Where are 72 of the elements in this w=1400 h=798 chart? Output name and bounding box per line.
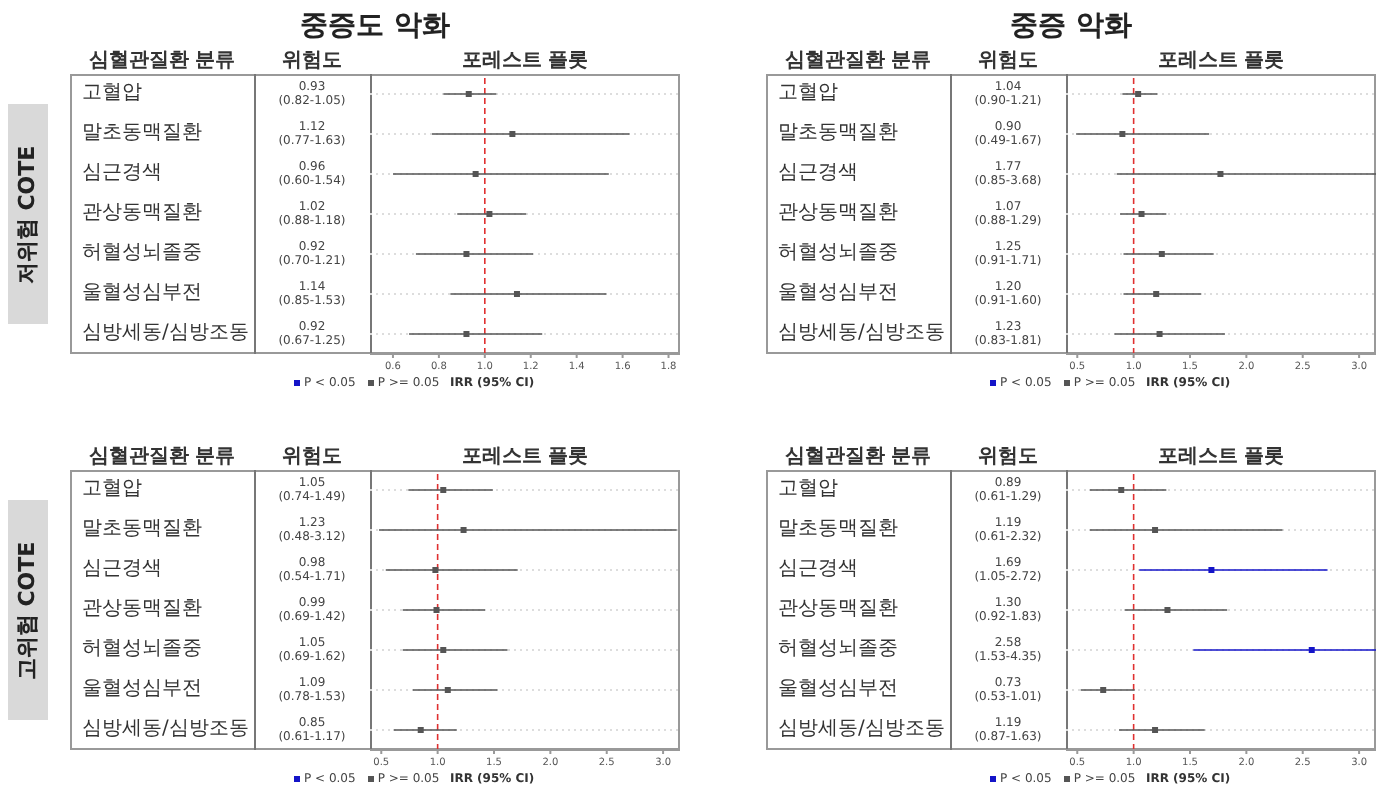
- point: [1119, 131, 1126, 137]
- text: 포레스트 플롯: [459, 444, 591, 470]
- text: 위험도: [280, 444, 344, 470]
- point: [1152, 727, 1159, 733]
- point: [433, 607, 440, 613]
- category-label: 말초동맥질환: [82, 518, 202, 540]
- point: [465, 91, 472, 97]
- y-axis-title: 저위험 COTE: [13, 144, 43, 284]
- text: 포레스트 플롯: [1155, 444, 1287, 470]
- point: [486, 211, 493, 217]
- text: 심혈관질환 분류: [782, 444, 934, 470]
- category-label: 심근경색: [82, 558, 162, 580]
- category-label: 울혈성심부전: [82, 282, 202, 304]
- point: [509, 131, 516, 137]
- category-label: 말초동맥질환: [778, 122, 898, 144]
- text: 위험도: [280, 48, 344, 74]
- point: [1153, 291, 1160, 297]
- text: 위험도: [976, 444, 1040, 470]
- text: 심혈관질환 분류: [86, 444, 238, 470]
- category-label: 말초동맥질환: [82, 122, 202, 144]
- point: [1217, 171, 1224, 177]
- point: [1208, 567, 1215, 573]
- point: [1156, 331, 1163, 337]
- point: [440, 487, 447, 493]
- point: [463, 331, 470, 337]
- point: [1158, 251, 1165, 257]
- text: 포레스트 플롯: [1155, 48, 1287, 74]
- category-label: 심방세동/심방조동: [778, 322, 945, 344]
- chart-title: 중증도 악화: [298, 8, 452, 44]
- category-label: 허혈성뇌졸중: [778, 242, 898, 264]
- point: [463, 251, 470, 257]
- point: [1164, 607, 1171, 613]
- category-label: 관상동맥질환: [778, 598, 898, 620]
- category-label: 심방세동/심방조동: [82, 322, 249, 344]
- category-label: 허혈성뇌졸중: [82, 242, 202, 264]
- category-label: 고혈압: [778, 82, 838, 104]
- point: [444, 687, 451, 693]
- point: [472, 171, 479, 177]
- category-label: 심근경색: [778, 162, 858, 184]
- point: [417, 727, 424, 733]
- category-label: 고혈압: [82, 82, 142, 104]
- point: [440, 647, 447, 653]
- point: [460, 527, 467, 533]
- category-label: 심근경색: [778, 558, 858, 580]
- point: [1152, 527, 1159, 533]
- point: [1138, 211, 1145, 217]
- point: [1308, 647, 1315, 653]
- category-label: 울혈성심부전: [82, 678, 202, 700]
- text: 심혈관질환 분류: [86, 48, 238, 74]
- category-label: 관상동맥질환: [82, 202, 202, 224]
- text: 위험도: [976, 48, 1040, 74]
- text: 심혈관질환 분류: [782, 48, 934, 74]
- category-label: 고혈압: [82, 478, 142, 500]
- text: 포레스트 플롯: [459, 48, 591, 74]
- category-label: 말초동맥질환: [778, 518, 898, 540]
- point: [1118, 487, 1125, 493]
- y-axis-title: 고위험 COTE: [13, 540, 43, 680]
- point: [1135, 91, 1142, 97]
- category-label: 울혈성심부전: [778, 282, 898, 304]
- category-label: 고혈압: [778, 478, 838, 500]
- category-label: 심방세동/심방조동: [778, 718, 945, 740]
- category-label: 관상동맥질환: [778, 202, 898, 224]
- category-label: 관상동맥질환: [82, 598, 202, 620]
- chart-title: 중증 악화: [1008, 8, 1134, 44]
- category-label: 심근경색: [82, 162, 162, 184]
- category-label: 허혈성뇌졸중: [82, 638, 202, 660]
- point: [432, 567, 439, 573]
- category-label: 울혈성심부전: [778, 678, 898, 700]
- point: [1100, 687, 1107, 693]
- point: [513, 291, 520, 297]
- category-label: 허혈성뇌졸중: [778, 638, 898, 660]
- category-label: 심방세동/심방조동: [82, 718, 249, 740]
